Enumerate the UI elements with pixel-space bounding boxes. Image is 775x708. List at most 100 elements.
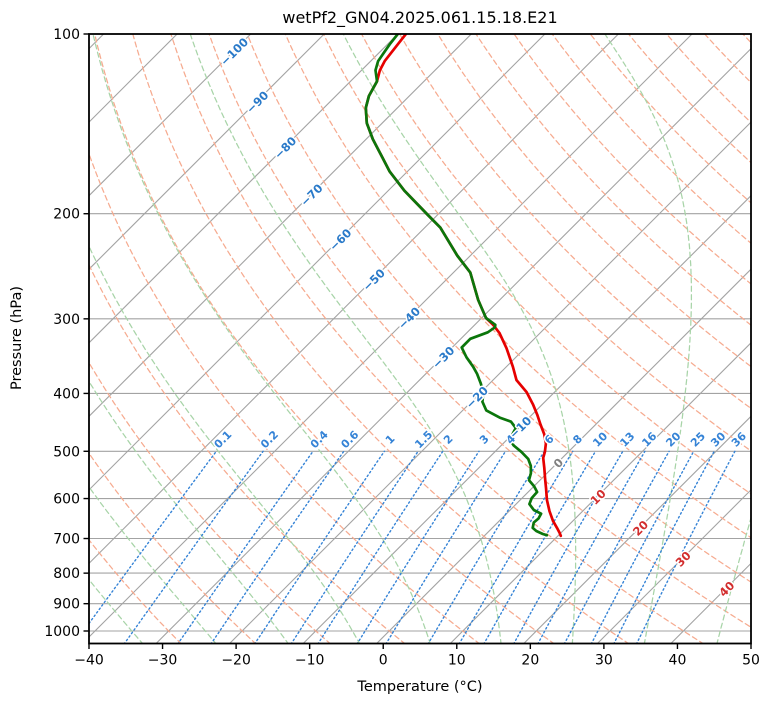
isotherm-label: −100	[217, 35, 251, 69]
mixing-ratio-line	[177, 450, 314, 644]
plot-frame	[88, 33, 752, 645]
isotherm-label: −40	[395, 304, 423, 332]
isotherm-label: −90	[243, 88, 271, 116]
mixing-ratio-label: 3	[477, 432, 492, 447]
moist-adiabat-line	[342, 34, 577, 644]
mixing-ratio-label: 13	[617, 430, 637, 450]
x-axis-label: Temperature (°C)	[356, 679, 482, 695]
moist-adiabat-line	[92, 34, 431, 644]
x-tick-label: 50	[742, 653, 760, 669]
mixing-ratio-line	[317, 450, 444, 644]
y-tick-label: 400	[53, 386, 80, 402]
dry-adiabat-line	[360, 34, 751, 452]
dry-adiabat-line	[132, 34, 630, 644]
y-tick-label: 100	[53, 27, 80, 43]
isotherm-line	[229, 121, 751, 644]
mixing-ratio-line	[210, 450, 345, 644]
mixing-ratio-line	[635, 450, 736, 644]
mixing-ratio-label: 2	[441, 432, 456, 447]
dry-adiabat-line	[89, 452, 257, 644]
mixing-ratio-line	[356, 450, 480, 644]
mixing-ratio-label: 8	[570, 432, 585, 447]
dewpoint-curve	[364, 34, 549, 537]
y-tick-label: 600	[53, 492, 80, 508]
dry-adiabat-line	[89, 538, 182, 644]
x-tick-label: 10	[448, 653, 466, 669]
mixing-ratio-label: 1	[383, 432, 398, 447]
y-tick-label: 1000	[44, 624, 80, 640]
isotherm-label: 10	[588, 486, 609, 507]
dry-adiabat-line	[513, 34, 751, 285]
moist-adiabat-line	[604, 34, 693, 644]
mixing-ratio-label: 0.6	[338, 428, 361, 451]
temperature-curve	[364, 34, 563, 538]
mixing-ratio-label: 16	[639, 429, 659, 449]
x-tick-label: 20	[521, 653, 539, 669]
dry-adiabat-line	[322, 34, 751, 495]
dry-adiabat-line	[284, 34, 751, 539]
mixing-ratio-line	[483, 450, 597, 644]
mixing-ratio-line	[427, 450, 545, 644]
mixing-ratio-line	[513, 450, 624, 644]
isotherm-label: −60	[326, 226, 354, 254]
isotherm-line	[596, 489, 751, 644]
y-tick-label: 800	[53, 566, 80, 582]
mixing-ratio-line	[563, 450, 670, 644]
isotherm-label: −20	[463, 383, 491, 411]
y-tick-label: 900	[53, 597, 80, 613]
mixing-ratio-line	[290, 450, 419, 644]
dry-adiabat-line	[94, 34, 555, 644]
isotherm-line	[89, 34, 325, 270]
x-tick-label: −10	[295, 653, 325, 669]
dry-adiabat-line	[208, 34, 751, 628]
mixing-ratio-line	[613, 450, 715, 644]
dry-adiabat-line	[475, 34, 751, 326]
isotherm-line	[89, 34, 252, 197]
mixing-ratio-line	[537, 450, 646, 644]
isotherm-line	[89, 34, 472, 418]
isotherm-line	[89, 34, 619, 565]
isotherm-line	[89, 34, 693, 638]
mixing-ratio-line	[254, 450, 386, 644]
dry-adiabat-line	[246, 34, 751, 583]
isotherm-label: 40	[716, 578, 737, 599]
isotherm-line	[89, 34, 399, 344]
mixing-ratio-line	[590, 450, 695, 644]
moist-adiabat-line	[189, 34, 502, 644]
mixing-ratio-label: 36	[729, 429, 749, 449]
y-tick-label: 700	[53, 532, 80, 548]
moist-adiabat-line	[716, 515, 751, 644]
isotherm-label: 0	[551, 455, 567, 471]
isotherm-line	[449, 342, 751, 644]
dry-adiabat-line	[89, 263, 406, 644]
moist-adiabat-line	[89, 244, 361, 644]
mixing-ratio-line	[89, 450, 217, 625]
moist-adiabat-line	[89, 380, 289, 644]
isotherm-line	[376, 268, 751, 644]
dry-adiabat-line	[627, 34, 751, 164]
y-tick-label: 200	[53, 207, 80, 223]
x-tick-label: −30	[148, 653, 178, 669]
mixing-ratio-line	[458, 450, 574, 644]
isotherm-line	[155, 47, 751, 644]
isotherm-label: −80	[271, 134, 299, 162]
mixing-ratio-label: 25	[688, 430, 708, 450]
x-tick-label: 0	[379, 653, 388, 669]
moist-adiabat-line	[89, 485, 217, 644]
isotherm-line	[302, 194, 751, 644]
dry-adiabat-line	[170, 34, 705, 644]
dry-adiabat-line	[551, 34, 751, 245]
y-tick-label: 300	[53, 312, 80, 328]
dry-adiabat-line	[437, 34, 751, 368]
dry-adiabat-line	[89, 152, 481, 644]
x-tick-label: 40	[669, 653, 687, 669]
mixing-ratio-label: 0.1	[212, 428, 235, 451]
x-tick-label: −20	[221, 653, 251, 669]
chart-title: wetPf2_GN04.2025.061.15.18.E21	[282, 8, 557, 28]
x-tick-label: 30	[595, 653, 613, 669]
y-axis-label: Pressure (hPa)	[9, 286, 25, 390]
isotherm-label: −70	[298, 181, 326, 209]
isotherm-line	[89, 34, 546, 491]
mixing-ratio-line	[385, 450, 507, 644]
